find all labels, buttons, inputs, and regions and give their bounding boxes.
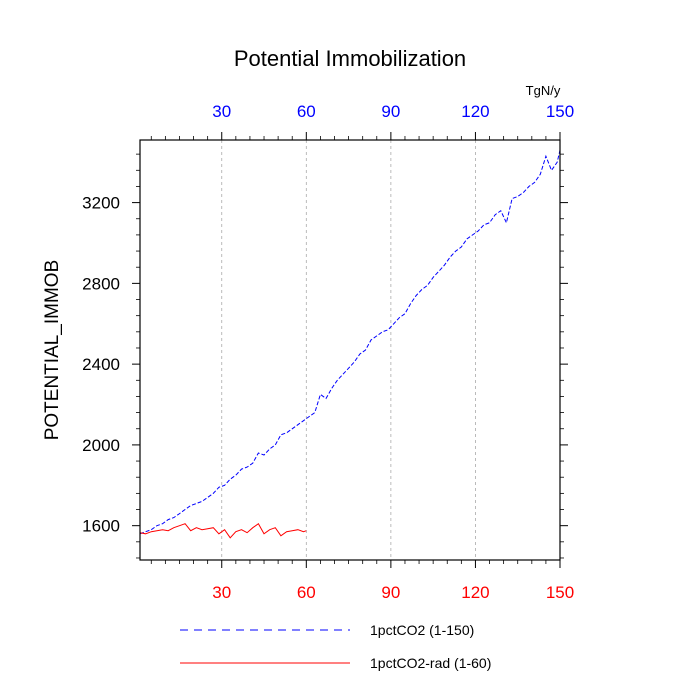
- series-line-1: [139, 522, 307, 539]
- y-axis-label: POTENTIAL_IMMOB: [42, 260, 63, 441]
- series-layer: [139, 149, 561, 539]
- legend-label-1pctCO2-rad: 1pctCO2-rad (1-60): [370, 655, 491, 671]
- series-line-0: [139, 149, 561, 535]
- y-tick-label-3: 2800: [82, 274, 120, 293]
- x-tick-label-bottom-0: 30: [212, 583, 231, 602]
- plot-frame: [139, 139, 561, 561]
- axes: 30 30 60 60 90 90 120 120 150 150 1600 2000 2400 2800…: [82, 102, 574, 602]
- x-tick-label-top-1: 60: [297, 102, 316, 121]
- x-tick-label-bottom-3: 120: [461, 583, 489, 602]
- y-tick-label-4: 3200: [82, 194, 120, 213]
- x-tick-label-top-3: 120: [461, 102, 489, 121]
- top-axis-units: TgN/y: [526, 83, 561, 98]
- gridlines: [221, 140, 476, 560]
- chart-title: Potential Immobilization: [234, 46, 466, 71]
- x-tick-label-top-2: 90: [381, 102, 400, 121]
- x-tick-label-top-4: 150: [546, 102, 574, 121]
- x-tick-label-bottom-2: 90: [381, 583, 400, 602]
- x-tick-label-bottom-1: 60: [297, 583, 316, 602]
- y-tick-label-1: 2000: [82, 436, 120, 455]
- y-tick-label-0: 1600: [82, 517, 120, 536]
- x-tick-label-top-0: 30: [212, 102, 231, 121]
- x-tick-label-bottom-4: 150: [546, 583, 574, 602]
- y-tick-label-2: 2400: [82, 355, 120, 374]
- legend: 1pctCO2 (1-150) 1pctCO2-rad (1-60): [180, 622, 491, 671]
- legend-label-1pctCO2: 1pctCO2 (1-150): [370, 622, 474, 638]
